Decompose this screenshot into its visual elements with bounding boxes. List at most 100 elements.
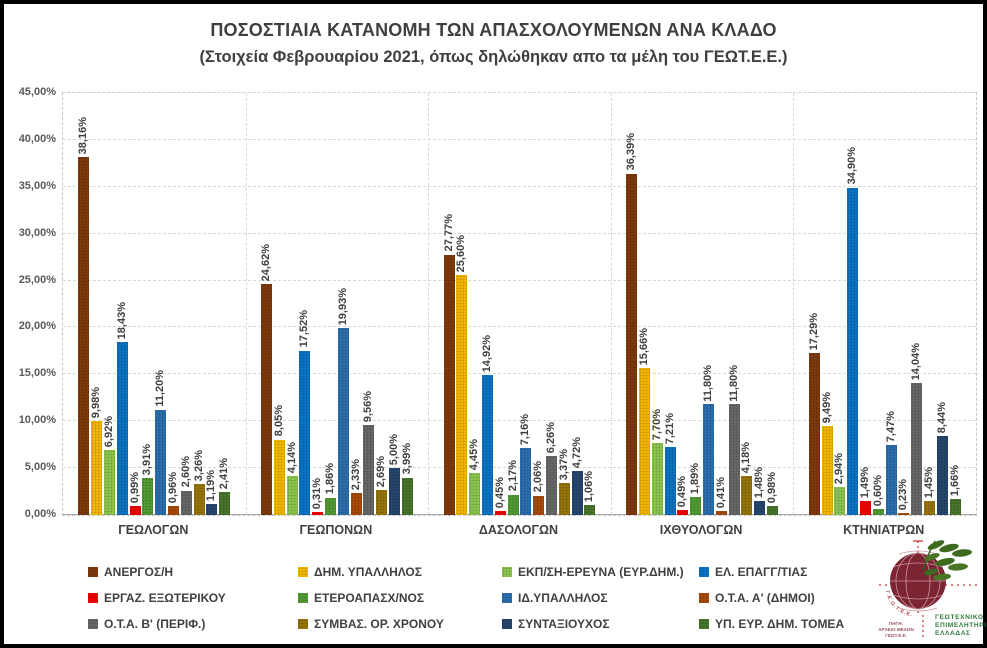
bar-value-label: 1,48% <box>753 466 766 499</box>
bar <box>808 352 820 515</box>
svg-text:ΑΡΧΕΙΟ ΜΕΛΩΝ: ΑΡΧΕΙΟ ΜΕΛΩΝ <box>878 627 914 632</box>
bar-value-label: 1,06% <box>583 470 596 503</box>
legend-swatch <box>699 593 709 603</box>
bar <box>715 511 727 515</box>
legend-label: ΥΠ. ΕΥΡ. ΔΗΜ. ΤΟΜΕΑ <box>715 617 845 631</box>
svg-text:ΕΠΙΜΕΛΗΤΗΡΙΟ: ΕΠΙΜΕΛΗΤΗΡΙΟ <box>935 622 987 629</box>
geotee-logo: Γ.Ε.Ω.Τ.Ε.Ε. ΓΕΩΤΕΧΝΙΚΟ ΕΠΙΜΕΛΗΤΗΡΙΟ ΕΛΛ… <box>878 540 987 639</box>
bar <box>104 450 115 515</box>
y-tick-label: 20,00% <box>18 320 56 333</box>
bar <box>558 483 570 515</box>
bar-value-label: 19,93% <box>336 287 349 326</box>
bar <box>219 492 231 515</box>
bar-value-label: 4,18% <box>740 441 753 473</box>
legend-swatch <box>502 593 512 603</box>
legend-label: ΕΛ. ΕΠΑΓΓ/ΤΙΑΣ <box>715 565 808 579</box>
bar <box>639 368 650 515</box>
bar-value-label: 2,60% <box>179 456 192 488</box>
bar <box>312 512 324 515</box>
bar-value-label: 3,26% <box>192 450 205 482</box>
bar <box>847 187 859 515</box>
gridline <box>63 326 976 328</box>
gridline <box>63 232 976 234</box>
legend-label: Ο.Τ.Α. Α' (ΔΗΜΟΙ) <box>715 591 815 605</box>
bar <box>456 274 468 515</box>
bar <box>949 499 961 515</box>
bar <box>936 435 948 515</box>
bar-value-label: 6,92% <box>103 415 115 448</box>
bar-value-label: 2,17% <box>506 460 519 492</box>
bar-value-label: 0,60% <box>871 475 884 507</box>
legend-label: ΙΔ.ΥΠΑΛΛΗΛΟΣ <box>518 591 608 605</box>
plot-area: 38,16% 9,98% 6,92% 18,43% 0,99% 3,91% 11,20% 0,… <box>62 92 977 516</box>
legend-swatch <box>502 619 512 629</box>
bar <box>584 505 596 515</box>
bar-value-label: 5,00% <box>388 433 400 466</box>
legend-swatch <box>298 567 308 577</box>
legend-item: ΑΝΕΡΓΟΣ/Η <box>88 565 173 579</box>
bar-value-label: 7,47% <box>884 410 897 442</box>
legend-swatch <box>298 619 308 629</box>
legend-label: ΔΗΜ. ΥΠΑΛΛΗΛΟΣ <box>314 565 422 579</box>
y-tick-label: 25,00% <box>18 273 56 286</box>
gridline <box>63 467 976 469</box>
legend-item: ΥΠ. ΕΥΡ. ΔΗΜ. ΤΟΜΕΑ <box>699 617 844 631</box>
bar-value-label: 7,21% <box>663 413 676 445</box>
legend-swatch <box>502 567 512 577</box>
gridline <box>63 279 976 281</box>
bar-value-label: 11,80% <box>702 364 714 402</box>
bar <box>299 350 311 515</box>
bar <box>142 478 154 515</box>
bar <box>155 409 167 515</box>
x-category-label: ΚΤΗΝΙΑΤΡΩΝ <box>843 523 925 537</box>
bar <box>443 254 455 515</box>
bar <box>924 501 935 515</box>
legend-swatch <box>88 593 98 603</box>
bar-value-label: 0,49% <box>676 476 689 508</box>
bar <box>546 456 557 515</box>
bar <box>273 439 285 515</box>
gridline <box>63 373 976 375</box>
x-category-label: ΓΕΩΠΟΝΩΝ <box>299 523 373 537</box>
category-separator <box>793 93 795 515</box>
bar-value-label: 14,04% <box>910 343 923 381</box>
logo-org-name: ΓΕΩΤΕΧΝΙΚΟ ΕΠΙΜΕΛΗΤΗΡΙΟ ΕΛΛΑΔΑΣ <box>935 614 987 637</box>
bar <box>507 494 519 515</box>
bar-value-label: 25,60% <box>455 234 468 272</box>
legend-item: ΣΥΝΤΑΞΙΟΥΧΟΣ <box>502 617 610 631</box>
bar-value-label: 36,39% <box>625 133 638 171</box>
bar-value-label: 3,99% <box>400 443 413 475</box>
y-tick-label: 30,00% <box>18 226 56 239</box>
legend-label: ΕΚΠ/ΣΗ-ΕΡΕΥΝΑ (ΕΥΡ.ΔΗΜ.) <box>518 565 684 579</box>
legend-item: ΣΥΜΒΑΣ. ΟΡ. ΧΡΟΝΟΥ <box>298 617 444 631</box>
bar <box>690 497 702 515</box>
bar <box>129 505 141 515</box>
bar <box>337 328 349 515</box>
category-separator <box>245 93 247 515</box>
bar-value-label: 1,89% <box>689 463 702 495</box>
bar <box>898 512 910 515</box>
bar <box>350 493 362 515</box>
bar-value-label: 1,66% <box>948 465 961 497</box>
bar-value-label: 11,80% <box>727 364 740 402</box>
legend-item: ΔΗΜ. ΥΠΑΛΛΗΛΟΣ <box>298 565 422 579</box>
bar <box>193 484 205 515</box>
svg-text:ΠΗΓΗ:: ΠΗΓΗ: <box>889 621 904 626</box>
globe-icon <box>890 550 946 612</box>
x-category-label: ΓΕΩΛΟΓΩΝ <box>118 523 189 537</box>
gridline <box>63 92 976 93</box>
y-tick-label: 45,00% <box>18 86 56 98</box>
bar <box>741 475 753 515</box>
bar-value-label: 0,31% <box>311 477 324 510</box>
svg-text:ΓΕΩΤΕΧΝΙΚΟ: ΓΕΩΤΕΧΝΙΚΟ <box>935 614 984 621</box>
x-category-label: ΔΑΣΟΛΟΓΩΝ <box>478 523 559 537</box>
bar <box>180 490 192 515</box>
y-tick-label: 40,00% <box>18 132 56 145</box>
bar <box>286 476 298 515</box>
bar <box>885 444 897 515</box>
bar-value-label: 9,98% <box>90 387 103 419</box>
bar-value-label: 7,70% <box>650 408 663 440</box>
bar <box>571 470 583 515</box>
bar <box>494 510 506 515</box>
